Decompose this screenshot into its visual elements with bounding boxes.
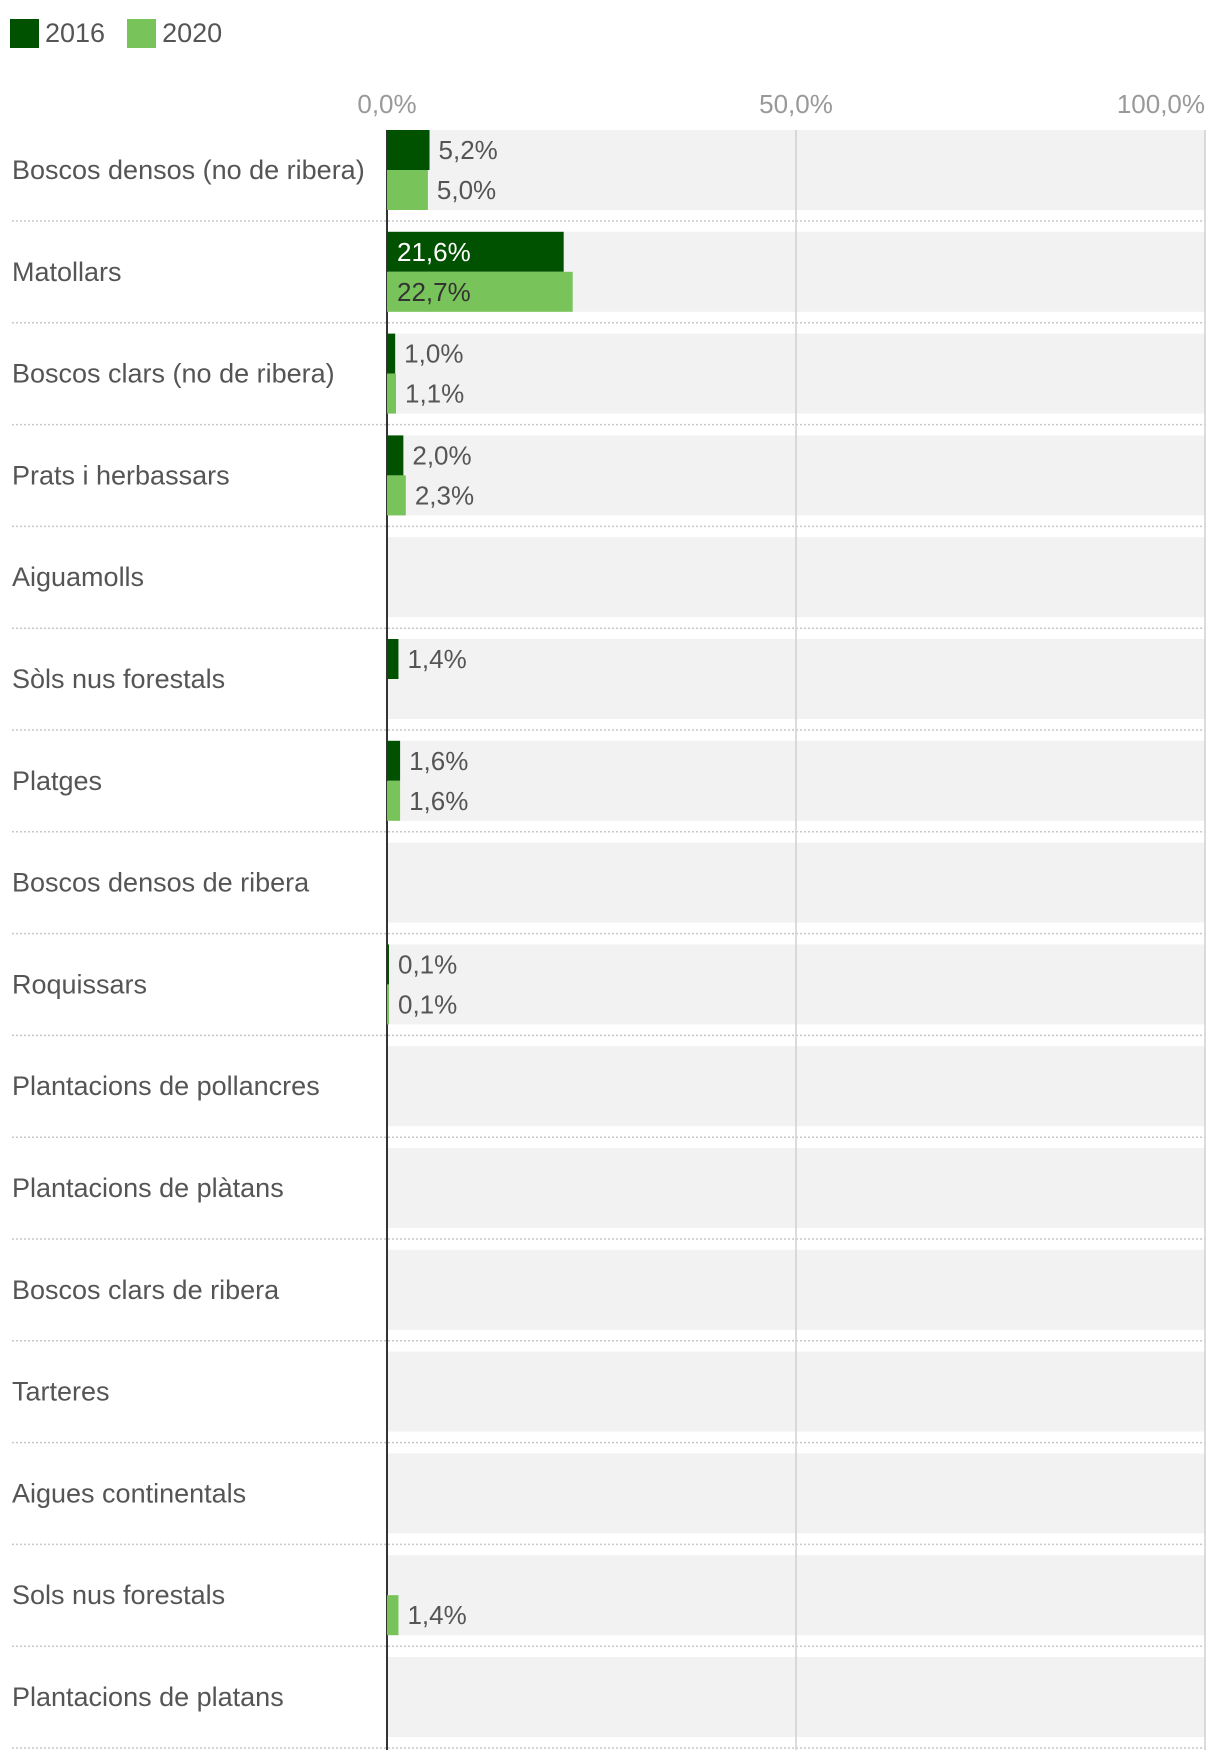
category-label: Prats i herbassars: [12, 460, 230, 490]
bar-2016[interactable]: [387, 435, 404, 476]
category-label: Aigues continentals: [12, 1478, 246, 1508]
bar-2020[interactable]: [387, 373, 396, 414]
legend-item-2020[interactable]: 2020: [127, 18, 222, 49]
legend-swatch-2016: [10, 18, 39, 48]
value-label-2016: 1,4%: [407, 644, 466, 674]
value-label-2016: 5,2%: [439, 135, 498, 165]
bar-2020[interactable]: [387, 780, 401, 821]
value-label-2020: 5,0%: [437, 175, 496, 205]
category-label: Roquissars: [12, 969, 147, 999]
value-label-2016: 1,6%: [409, 746, 468, 776]
category-label: Plantacions de plàtans: [12, 1173, 284, 1203]
category-label: Matollars: [12, 257, 122, 287]
category-label: Plantacions de pollancres: [12, 1071, 320, 1101]
bar-2020[interactable]: [387, 984, 389, 1025]
bar-2016[interactable]: [387, 740, 401, 781]
category-label: Boscos clars de ribera: [12, 1275, 280, 1305]
x-tick-label: 50,0%: [759, 89, 833, 119]
legend-swatch-2020: [127, 18, 157, 48]
bar-2016[interactable]: [387, 333, 396, 374]
value-label-2020: 2,3%: [415, 480, 474, 510]
value-label-2020: 22,7%: [397, 277, 471, 307]
bar-2016[interactable]: [387, 944, 389, 985]
legend-label-2020: 2020: [162, 17, 223, 48]
bar-2020[interactable]: [387, 271, 573, 312]
legend-label-2016: 2016: [45, 17, 106, 48]
category-label: Plantacions de platans: [12, 1682, 284, 1712]
value-label-2016: 2,0%: [412, 440, 471, 470]
chart-legend: 2016 2020: [10, 16, 222, 50]
bar-2016[interactable]: [387, 231, 564, 272]
bar-2016[interactable]: [387, 639, 399, 679]
value-label-2020: 1,1%: [405, 379, 464, 409]
value-label-2016: 0,1%: [398, 949, 457, 979]
value-label-2020: 1,6%: [409, 786, 468, 816]
bar-2020[interactable]: [387, 1595, 399, 1636]
category-label: Boscos clars (no de ribera): [12, 359, 335, 389]
bar-2020[interactable]: [387, 170, 428, 210]
value-label-2016: 21,6%: [397, 237, 471, 267]
category-label: Platges: [12, 766, 102, 796]
value-label-2016: 1,0%: [404, 339, 463, 369]
bar-2016[interactable]: [387, 130, 430, 170]
category-label: Sòls nus forestals: [12, 664, 225, 694]
legend-item-2016[interactable]: 2016: [10, 18, 105, 49]
category-label: Tarteres: [12, 1377, 110, 1407]
value-label-2020: 0,1%: [398, 989, 457, 1019]
x-tick-label: 100,0%: [1117, 89, 1205, 119]
x-tick-label: 0,0%: [357, 89, 416, 119]
category-label: Sols nus forestals: [12, 1580, 225, 1610]
bar-2020[interactable]: [387, 475, 406, 516]
category-label: Boscos densos de ribera: [12, 868, 310, 898]
category-label: Aiguamolls: [12, 562, 144, 592]
category-label: Boscos densos (no de ribera): [12, 155, 365, 185]
value-label-2020: 1,4%: [407, 1600, 466, 1630]
